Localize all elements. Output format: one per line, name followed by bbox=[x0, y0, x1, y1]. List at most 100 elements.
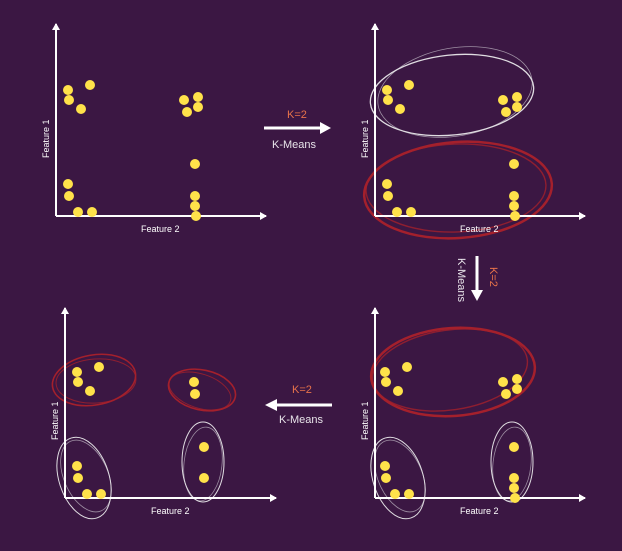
data-point bbox=[402, 362, 412, 372]
arrow-head bbox=[265, 399, 277, 411]
data-point bbox=[380, 367, 390, 377]
data-point bbox=[73, 473, 83, 483]
x-axis-label: Feature 2 bbox=[460, 506, 499, 516]
cluster-outline-left-2 bbox=[374, 439, 426, 513]
x-axis-label: Feature 2 bbox=[141, 224, 180, 234]
data-point bbox=[73, 207, 83, 217]
k-label: K=2 bbox=[292, 384, 312, 396]
data-point bbox=[63, 85, 73, 95]
data-point bbox=[381, 473, 391, 483]
y-axis-label: Feature 1 bbox=[50, 401, 60, 440]
panel-bottom-right: Feature 2 Feature 1 bbox=[360, 307, 586, 520]
cluster-outline-bottom-left-2 bbox=[60, 439, 112, 513]
data-point bbox=[94, 362, 104, 372]
data-point bbox=[381, 377, 391, 387]
cluster-outline-top-2 bbox=[371, 328, 529, 412]
cluster-outline-top bbox=[369, 53, 535, 137]
data-point bbox=[64, 95, 74, 105]
step-arrow-down: K=2 K-Means bbox=[455, 256, 499, 303]
data-points bbox=[382, 80, 522, 221]
data-point bbox=[87, 207, 97, 217]
data-point bbox=[190, 159, 200, 169]
data-point bbox=[96, 489, 106, 499]
data-point bbox=[73, 377, 83, 387]
cluster-outline-bottom-2 bbox=[365, 143, 547, 233]
y-axis-label: Feature 1 bbox=[360, 401, 370, 440]
x-axis-label: Feature 2 bbox=[151, 506, 190, 516]
data-point bbox=[193, 102, 203, 112]
x-axis-label: Feature 2 bbox=[460, 224, 499, 234]
data-point bbox=[191, 211, 201, 221]
data-point bbox=[509, 191, 519, 201]
arrow-head bbox=[471, 290, 483, 301]
method-label: K-Means bbox=[279, 414, 324, 426]
cluster-outline-right-2 bbox=[492, 426, 532, 502]
method-label: K-Means bbox=[455, 258, 467, 303]
data-point bbox=[498, 377, 508, 387]
method-label: K-Means bbox=[272, 139, 317, 151]
data-point bbox=[382, 85, 392, 95]
data-point bbox=[509, 483, 519, 493]
data-point bbox=[190, 201, 200, 211]
data-point bbox=[72, 461, 82, 471]
data-point bbox=[63, 179, 73, 189]
data-point bbox=[392, 207, 402, 217]
data-point bbox=[501, 107, 511, 117]
panel-top-left: Feature 2 Feature 1 bbox=[41, 23, 267, 234]
data-point bbox=[190, 191, 200, 201]
data-point bbox=[509, 473, 519, 483]
data-point bbox=[64, 191, 74, 201]
step-arrow-right: K=2 K-Means bbox=[264, 109, 331, 151]
panel-bottom-left: Feature 2 Feature 1 bbox=[50, 307, 277, 520]
cluster-outline-top-left-2 bbox=[55, 358, 137, 404]
data-point bbox=[393, 386, 403, 396]
data-point bbox=[199, 442, 209, 452]
data-point bbox=[395, 104, 405, 114]
cluster-outline-bottom-right bbox=[181, 421, 225, 503]
data-point bbox=[390, 489, 400, 499]
y-axis-label: Feature 1 bbox=[360, 119, 370, 158]
data-point bbox=[509, 159, 519, 169]
data-point bbox=[512, 374, 522, 384]
step-arrow-left: K=2 K-Means bbox=[265, 384, 332, 426]
y-axis-label: Feature 1 bbox=[41, 119, 51, 158]
data-point bbox=[82, 489, 92, 499]
data-points bbox=[380, 362, 522, 503]
data-point bbox=[85, 80, 95, 90]
cluster-outline-bottom bbox=[362, 140, 554, 240]
data-point bbox=[76, 104, 86, 114]
data-point bbox=[382, 179, 392, 189]
data-point bbox=[509, 442, 519, 452]
cluster-outline-bottom-right-2 bbox=[183, 426, 223, 502]
cluster-outline-top-2 bbox=[377, 46, 533, 138]
k-label: K=2 bbox=[287, 109, 307, 121]
cluster-outline-top bbox=[369, 326, 537, 418]
data-point bbox=[189, 377, 199, 387]
data-point bbox=[509, 201, 519, 211]
data-point bbox=[406, 207, 416, 217]
data-point bbox=[383, 95, 393, 105]
data-point bbox=[512, 102, 522, 112]
cluster-outline-top-left bbox=[51, 353, 137, 407]
data-point bbox=[182, 107, 192, 117]
arrow-head bbox=[320, 122, 331, 134]
data-point bbox=[404, 489, 414, 499]
cluster-outline-top-right-2 bbox=[168, 371, 232, 411]
data-points bbox=[72, 362, 209, 499]
data-point bbox=[512, 92, 522, 102]
data-point bbox=[190, 389, 200, 399]
data-point bbox=[510, 493, 520, 503]
data-point bbox=[404, 80, 414, 90]
data-point bbox=[510, 211, 520, 221]
data-points bbox=[63, 80, 203, 221]
data-point bbox=[383, 191, 393, 201]
panel-top-right: Feature 2 Feature 1 bbox=[360, 23, 586, 240]
data-point bbox=[380, 461, 390, 471]
k-label: K=2 bbox=[487, 267, 499, 287]
data-point bbox=[85, 386, 95, 396]
data-point bbox=[72, 367, 82, 377]
data-point bbox=[179, 95, 189, 105]
data-point bbox=[199, 473, 209, 483]
data-point bbox=[501, 389, 511, 399]
